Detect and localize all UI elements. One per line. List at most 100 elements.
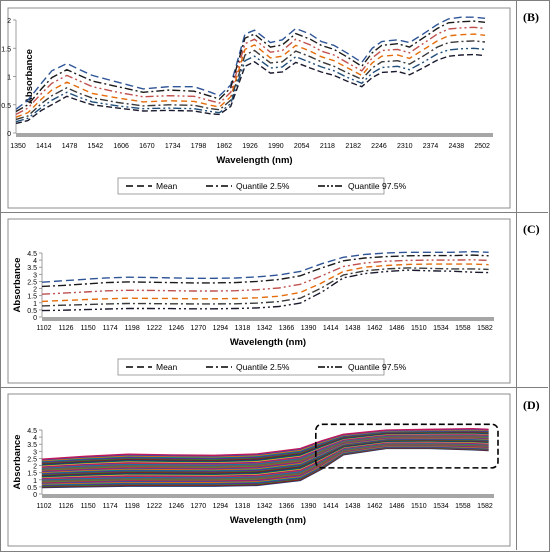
d-x-tick-label: 1174 xyxy=(103,503,118,510)
c-series-line xyxy=(41,267,489,307)
d-x-axis-title: Wavelength (nm) xyxy=(230,515,306,526)
b-y-tick-label: 1 xyxy=(7,75,11,82)
b-x-tick-label: 1926 xyxy=(242,143,258,150)
b-x-tick-label: 2182 xyxy=(345,143,361,150)
d-x-tick-label: 1198 xyxy=(125,503,140,510)
d-x-tick-label: 1390 xyxy=(301,503,317,510)
d-x-tick-label: 1102 xyxy=(36,503,51,510)
d-y-axis-title: Absorbance xyxy=(12,435,23,490)
c-x-tick-label: 1366 xyxy=(279,325,295,332)
d-x-tick-label: 1462 xyxy=(367,503,383,510)
c-legend-label: Mean xyxy=(156,362,178,372)
d-x-tick-label: 1510 xyxy=(411,503,427,510)
b-legend-label: Quantile 2.5% xyxy=(236,181,290,191)
b-legend xyxy=(117,177,385,195)
b-y-tick-label: 0 xyxy=(7,131,11,138)
b-x-tick-label: 2246 xyxy=(371,143,387,150)
c-series-line xyxy=(41,259,489,295)
c-legend xyxy=(117,358,385,376)
b-series-line xyxy=(15,33,486,118)
b-x-tick-label: 1606 xyxy=(113,143,129,150)
panel-label-d: (D) xyxy=(523,398,540,412)
c-x-tick-label: 1462 xyxy=(367,325,383,332)
c-chart-area xyxy=(7,218,511,384)
panel-label-b: (B) xyxy=(523,10,539,24)
d-x-tick-label: 1150 xyxy=(81,503,96,510)
b-x-tick-label: 1734 xyxy=(165,143,181,150)
c-series-line xyxy=(41,263,489,303)
c-x-tick-label: 1318 xyxy=(235,325,251,332)
b-x-tick-label: 1350 xyxy=(10,143,26,150)
c-x-axis-band xyxy=(42,317,494,321)
d-x-tick-label: 1558 xyxy=(455,503,471,510)
b-x-tick-label: 2054 xyxy=(294,143,310,150)
c-x-tick-label: 1294 xyxy=(213,325,229,332)
b-series-line xyxy=(15,40,486,121)
c-x-tick-label: 1174 xyxy=(103,325,118,332)
b-x-axis-band xyxy=(16,133,493,137)
d-x-tick-label: 1414 xyxy=(323,503,339,510)
chart-b: 0 0.5 1 1.5 2 1350 1414 1478 1542 1606 1670 1734 179… xyxy=(1,7,511,209)
b-y-tick-label: 2 xyxy=(7,18,11,25)
d-x-tick-label: 1486 xyxy=(389,503,405,510)
c-x-tick-label: 1150 xyxy=(81,325,96,332)
b-legend-label: Mean xyxy=(156,181,178,191)
c-y-tick-label: 0 xyxy=(33,315,37,322)
c-x-tick-label: 1270 xyxy=(191,325,207,332)
panel-label-c: (C) xyxy=(523,222,540,236)
c-x-tick-label: 1126 xyxy=(59,325,74,332)
d-y-tick-label: 3 xyxy=(33,449,37,456)
b-x-tick-label: 2310 xyxy=(397,143,413,150)
d-x-tick-label: 1366 xyxy=(279,503,295,510)
b-x-tick-label: 1414 xyxy=(36,143,52,150)
d-x-tick-label: 1294 xyxy=(213,503,229,510)
d-y-tick-label: 4 xyxy=(33,435,37,442)
c-x-tick-label: 1510 xyxy=(411,325,427,332)
c-x-tick-label: 1486 xyxy=(389,325,405,332)
c-x-tick-label: 1222 xyxy=(146,325,162,332)
c-y-tick-label: 1.5 xyxy=(27,294,37,301)
c-series-line xyxy=(41,250,489,283)
b-x-tick-label: 2118 xyxy=(320,143,335,150)
c-x-tick-label: 1414 xyxy=(323,325,339,332)
c-x-tick-label: 1558 xyxy=(455,325,471,332)
d-x-tick-label: 1222 xyxy=(146,503,162,510)
d-x-tick-label: 1342 xyxy=(257,503,273,510)
d-y-tick-label: 2.5 xyxy=(27,456,37,463)
b-series-line xyxy=(15,20,486,113)
d-x-tick-label: 1318 xyxy=(235,503,251,510)
d-x-axis-band xyxy=(42,494,494,498)
c-x-axis-title: Wavelength (nm) xyxy=(230,337,306,348)
d-spectrum-line xyxy=(41,427,489,460)
c-x-tick-label: 1198 xyxy=(125,325,140,332)
panel-divider xyxy=(0,212,548,213)
d-y-tick-label: 0 xyxy=(33,492,37,499)
d-y-tick-label: 4.5 xyxy=(27,428,37,435)
c-series-line xyxy=(41,254,489,288)
d-x-tick-label: 1438 xyxy=(345,503,361,510)
c-y-tick-label: 3 xyxy=(33,272,37,279)
b-series-line xyxy=(15,16,486,110)
d-x-tick-label: 1534 xyxy=(433,503,449,510)
c-legend-label: Quantile 2.5% xyxy=(236,362,290,372)
c-x-tick-label: 1534 xyxy=(433,325,449,332)
b-series-line xyxy=(15,26,486,116)
d-y-tick-label: 2 xyxy=(33,464,37,471)
b-x-tick-label: 1990 xyxy=(268,143,284,150)
c-x-tick-label: 1246 xyxy=(169,325,185,332)
c-x-tick-label: 1390 xyxy=(301,325,317,332)
b-x-tick-label: 1478 xyxy=(62,143,78,150)
b-y-tick-label: 0.5 xyxy=(1,103,11,110)
b-x-tick-label: 2438 xyxy=(449,143,465,150)
d-highlight-box xyxy=(315,423,499,469)
c-series-line xyxy=(41,269,489,312)
d-x-tick-label: 1270 xyxy=(191,503,207,510)
b-legend-label: Quantile 97.5% xyxy=(348,181,407,191)
c-x-tick-label: 1102 xyxy=(36,325,51,332)
d-y-tick-label: 1 xyxy=(33,478,37,485)
c-x-tick-label: 1438 xyxy=(345,325,361,332)
b-y-tick-label: 1.5 xyxy=(1,46,11,53)
c-y-tick-label: 4 xyxy=(33,258,37,265)
b-x-tick-label: 1862 xyxy=(216,143,232,150)
c-x-tick-label: 1582 xyxy=(477,325,493,332)
